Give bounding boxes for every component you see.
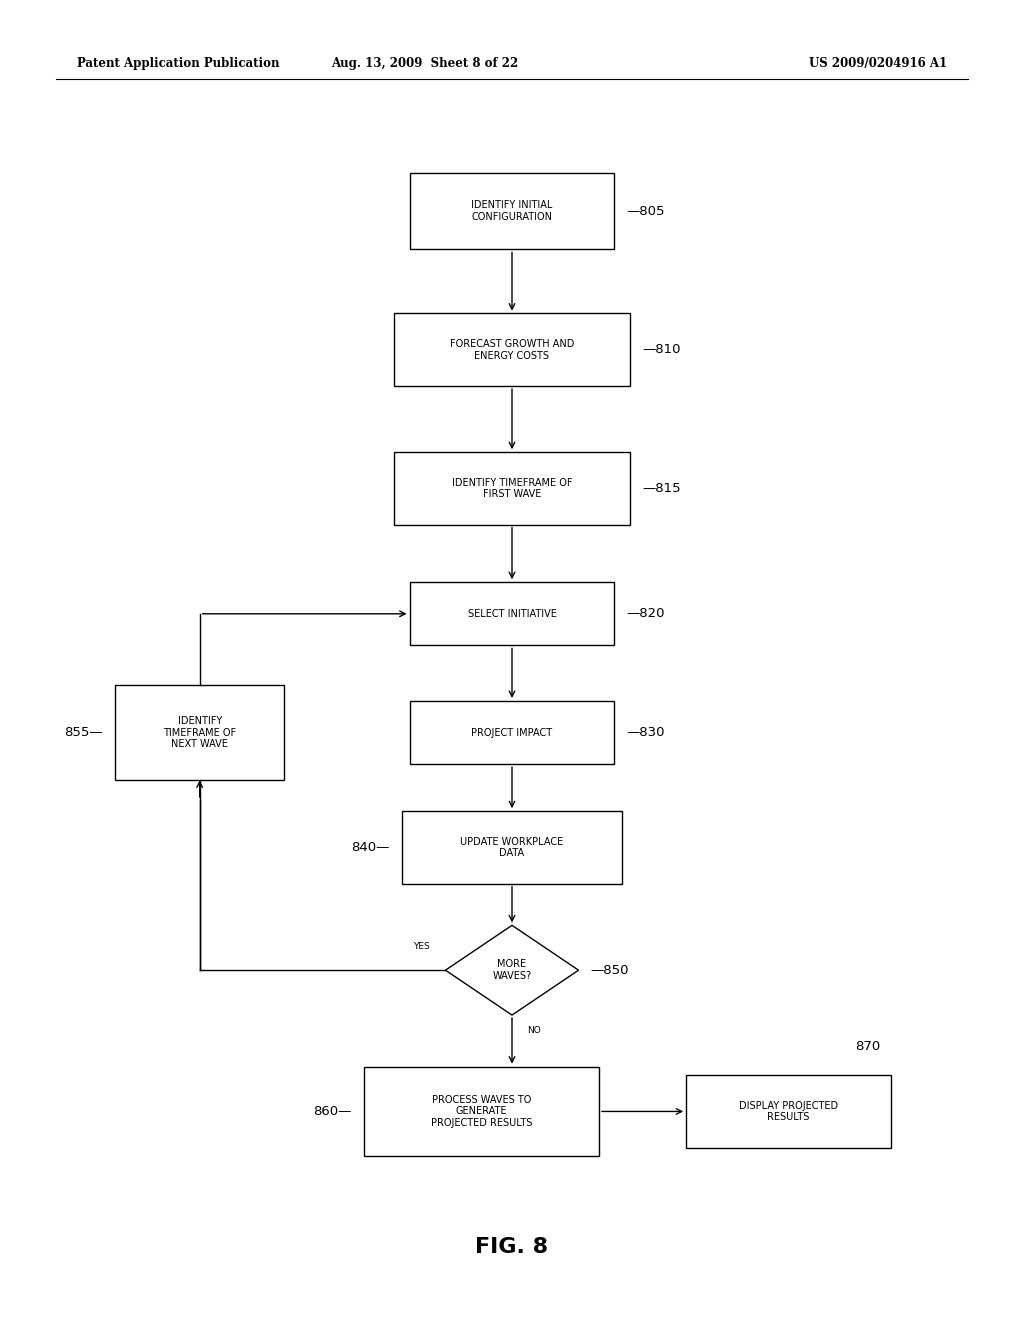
- Bar: [115, 685, 285, 780]
- Bar: [410, 173, 614, 249]
- Bar: [394, 451, 630, 524]
- Text: Aug. 13, 2009  Sheet 8 of 22: Aug. 13, 2009 Sheet 8 of 22: [332, 57, 518, 70]
- Text: Patent Application Publication: Patent Application Publication: [77, 57, 280, 70]
- Text: DISPLAY PROJECTED
RESULTS: DISPLAY PROJECTED RESULTS: [739, 1101, 838, 1122]
- Text: 855—: 855—: [65, 726, 102, 739]
- Text: PROCESS WAVES TO
GENERATE
PROJECTED RESULTS: PROCESS WAVES TO GENERATE PROJECTED RESU…: [431, 1094, 531, 1129]
- Bar: [364, 1067, 599, 1156]
- Bar: [410, 701, 614, 764]
- Bar: [401, 810, 623, 884]
- Polygon shape: [445, 925, 579, 1015]
- Bar: [394, 314, 630, 385]
- Text: 860—: 860—: [313, 1105, 351, 1118]
- Bar: [686, 1074, 891, 1147]
- Text: YES: YES: [414, 942, 430, 950]
- Bar: [410, 582, 614, 645]
- Text: —820: —820: [627, 607, 666, 620]
- Text: SELECT INITIATIVE: SELECT INITIATIVE: [468, 609, 556, 619]
- Text: 840—: 840—: [351, 841, 389, 854]
- Text: —805: —805: [627, 205, 666, 218]
- Text: —830: —830: [627, 726, 666, 739]
- Text: IDENTIFY INITIAL
CONFIGURATION: IDENTIFY INITIAL CONFIGURATION: [471, 201, 553, 222]
- Text: MORE
WAVES?: MORE WAVES?: [493, 960, 531, 981]
- Text: PROJECT IMPACT: PROJECT IMPACT: [471, 727, 553, 738]
- Text: —850: —850: [591, 964, 630, 977]
- Text: FORECAST GROWTH AND
ENERGY COSTS: FORECAST GROWTH AND ENERGY COSTS: [450, 339, 574, 360]
- Text: US 2009/0204916 A1: US 2009/0204916 A1: [809, 57, 947, 70]
- Text: NO: NO: [527, 1027, 541, 1035]
- Text: 870: 870: [855, 1040, 881, 1052]
- Text: —810: —810: [642, 343, 681, 356]
- Text: IDENTIFY
TIMEFRAME OF
NEXT WAVE: IDENTIFY TIMEFRAME OF NEXT WAVE: [163, 715, 237, 750]
- Text: —815: —815: [642, 482, 681, 495]
- Text: UPDATE WORKPLACE
DATA: UPDATE WORKPLACE DATA: [461, 837, 563, 858]
- Text: FIG. 8: FIG. 8: [475, 1237, 549, 1258]
- Text: IDENTIFY TIMEFRAME OF
FIRST WAVE: IDENTIFY TIMEFRAME OF FIRST WAVE: [452, 478, 572, 499]
